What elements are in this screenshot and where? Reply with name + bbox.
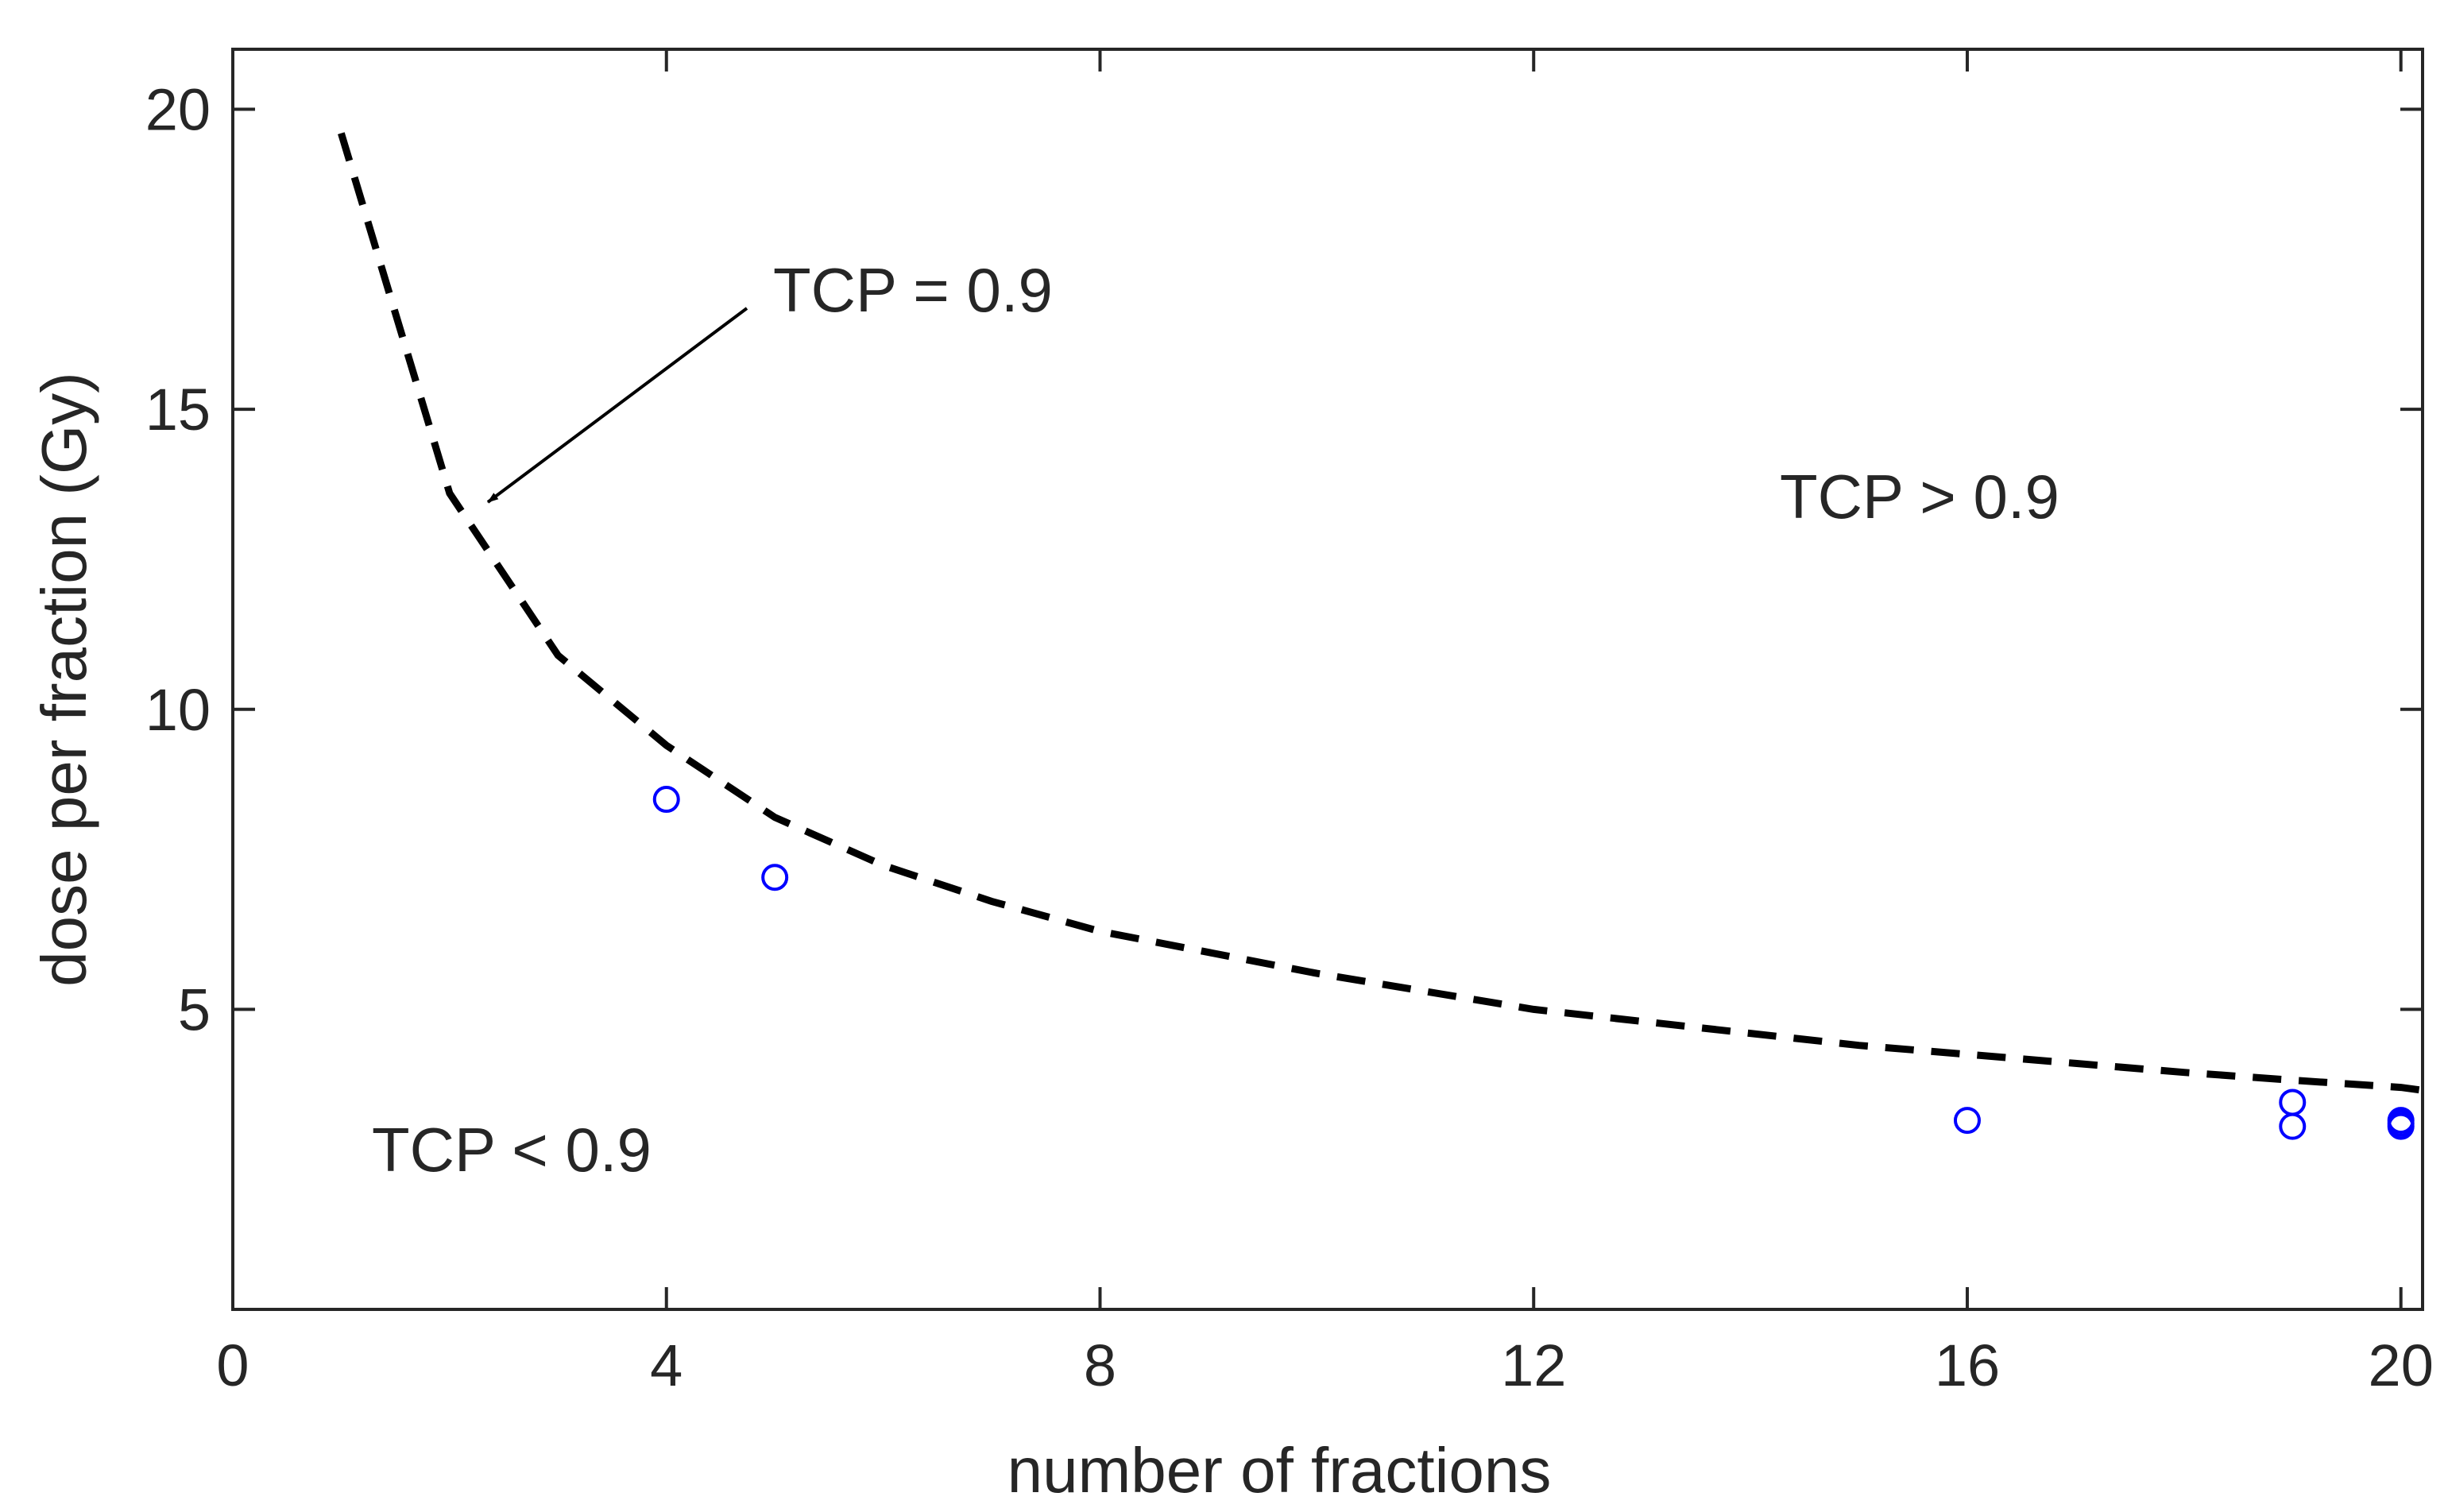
x-tick-label: 16 bbox=[1935, 1332, 2000, 1398]
annotation-tcp-greater: TCP > 0.9 bbox=[1780, 462, 2059, 532]
plot-area bbox=[231, 48, 2424, 1311]
y-tick-labels: 5 10 15 20 bbox=[145, 77, 211, 1043]
annotation-tcp-less: TCP < 0.9 bbox=[372, 1115, 652, 1185]
data-point bbox=[761, 864, 789, 891]
data-point bbox=[2279, 1112, 2307, 1140]
data-point bbox=[652, 786, 680, 814]
annotation-arrow bbox=[486, 307, 748, 504]
data-point bbox=[1953, 1107, 1981, 1135]
x-tick-label: 20 bbox=[2369, 1332, 2434, 1398]
y-axis-title: dose per fraction (Gy) bbox=[29, 372, 99, 987]
tick-marks bbox=[231, 49, 2423, 1309]
tcp-curve-line bbox=[338, 132, 2423, 1094]
y-tick-label: 5 bbox=[178, 976, 211, 1042]
observed-points bbox=[652, 786, 2415, 1140]
x-tick-label: 12 bbox=[1501, 1332, 1566, 1398]
y-tick-label: 20 bbox=[145, 77, 211, 143]
x-tick-label: 4 bbox=[650, 1332, 683, 1398]
data-point bbox=[2279, 1089, 2307, 1116]
x-axis-title: number of fractions bbox=[1007, 1435, 1552, 1506]
axes-box bbox=[231, 48, 2424, 1311]
x-tick-labels: 0 4 8 12 16 20 bbox=[216, 1332, 2433, 1398]
x-tick-label: 0 bbox=[216, 1332, 249, 1398]
y-tick-label: 10 bbox=[145, 677, 211, 743]
data-point bbox=[2387, 1107, 2415, 1135]
x-tick-label: 8 bbox=[1084, 1332, 1116, 1398]
annotation-tcp-equal: TCP = 0.9 bbox=[773, 255, 1053, 325]
y-tick-label: 15 bbox=[145, 377, 211, 443]
